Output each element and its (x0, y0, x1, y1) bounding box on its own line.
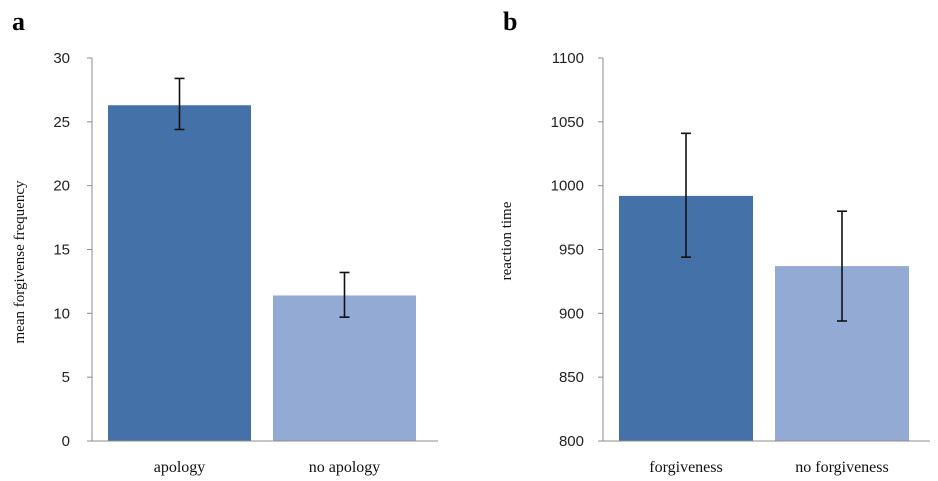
panel-a-error-bar-apology (174, 77, 185, 131)
panel-a-letter: a (12, 7, 25, 36)
panel-b-y-tick-label: 1050 (551, 114, 584, 131)
panel-a-y-tick-label: 0 (62, 433, 70, 450)
panel-b-error-bar-forgiveness (681, 132, 691, 258)
panel-a-chart: a mean forgivense frequency 0 5 10 15 20 25 30… (12, 7, 438, 476)
panel-a-y-tick-label: 10 (53, 305, 70, 322)
panel-a-y-axis-label: mean forgivense frequency (12, 180, 28, 343)
panel-b-category-label: forgiveness (649, 459, 722, 476)
panel-a-y-tick-label: 30 (53, 50, 70, 67)
panel-a-bar-apology (108, 105, 251, 441)
panel-b-y-axis-label: reaction time (499, 201, 515, 280)
panel-b-y-tick-label: 900 (559, 305, 584, 322)
panel-b-y-tick-label: 1100 (552, 50, 584, 67)
panel-b-chart: b reaction time 800 850 900 950 1000 1050 1100… (499, 7, 930, 476)
panel-b-error-bar-no-forgiveness (837, 210, 847, 322)
panel-a-error-bar-no-apology (339, 271, 350, 318)
panel-b-letter: b (503, 7, 517, 36)
panel-a-y-tick-label: 15 (53, 242, 70, 259)
panel-a-bar-no-apology (273, 295, 416, 441)
panel-b-y-tick-label: 950 (559, 242, 584, 259)
panel-a-category-label: apology (154, 459, 206, 476)
panel-b-y-tick-label: 850 (559, 369, 584, 386)
panel-a-y-tick-label: 20 (53, 178, 70, 195)
panel-a-category-label: no apology (309, 459, 381, 476)
panel-b-y-tick-label: 1000 (551, 178, 584, 195)
panel-a-y-tick-label: 5 (62, 369, 70, 386)
panel-b-y-tick-label: 800 (559, 433, 584, 450)
panel-b-category-label: no forgiveness (795, 459, 888, 476)
panel-a-y-tick-label: 25 (53, 114, 70, 131)
